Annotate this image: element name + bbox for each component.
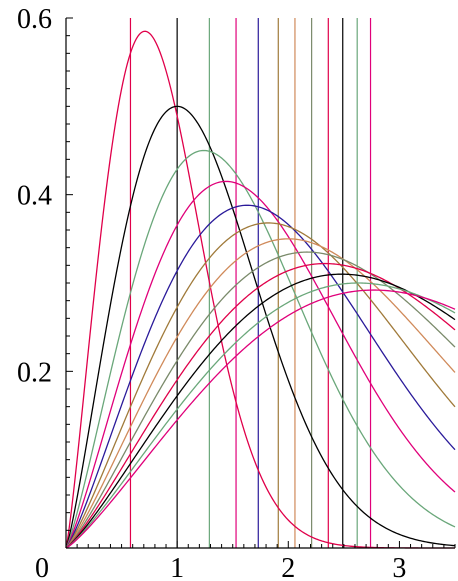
y-tick-label: 0.6 [17, 4, 52, 35]
y-tick-label: 0.2 [17, 357, 52, 388]
series-curve-6 [65, 222, 456, 549]
x-tick-label: 2 [281, 553, 295, 581]
series-curve-8 [65, 251, 456, 549]
axes [65, 17, 456, 549]
series-curve-11 [65, 282, 456, 549]
series-curve-12 [65, 289, 456, 549]
x-tick-label: 3 [392, 553, 406, 581]
x-tick-label: 1 [170, 553, 184, 581]
y-tick-label: 0.4 [17, 181, 52, 212]
series-curve-2 [65, 105, 456, 549]
series-curve-7 [65, 238, 456, 549]
x-tick-label: 0 [35, 553, 49, 581]
series-curve-9 [65, 262, 456, 549]
series-curve-4 [65, 180, 456, 549]
tick-labels: 0.2 0.4 0.6 0 1 2 3 [17, 4, 406, 581]
curves [65, 30, 456, 549]
series-curve-10 [65, 273, 456, 549]
vertical-lines [129, 18, 372, 548]
series-curve-3 [65, 149, 456, 549]
series-curve-5 [65, 204, 456, 549]
series-curve-1 [65, 30, 455, 549]
